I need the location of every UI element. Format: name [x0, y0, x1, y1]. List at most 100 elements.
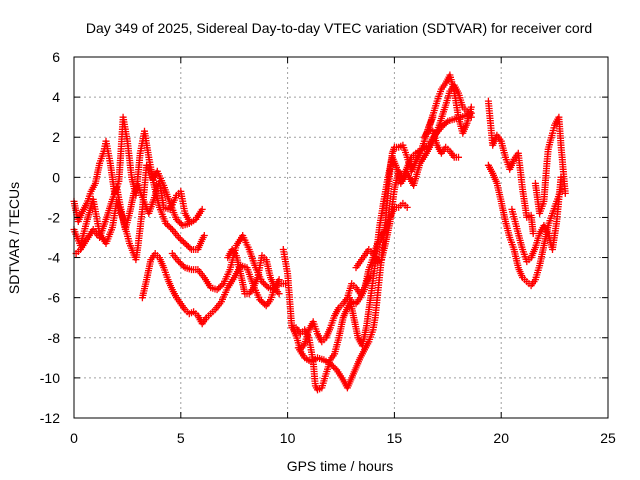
- data-point-run: [176, 259, 187, 270]
- y-tick-label: -12: [40, 410, 60, 426]
- data-point-run: [519, 188, 530, 219]
- data-point-run: [350, 316, 362, 339]
- data-point-run: [349, 366, 359, 380]
- x-tick-label: 25: [600, 430, 616, 446]
- data-point-run: [414, 147, 424, 156]
- data-point-run: [366, 256, 376, 271]
- data-point-run: [170, 228, 181, 239]
- data-point-run: [195, 238, 205, 251]
- data-point-run: [557, 144, 567, 171]
- data-point-run: [502, 220, 513, 239]
- data-point-run: [357, 348, 367, 360]
- data-point: [258, 278, 266, 286]
- data-point-run: [139, 278, 150, 299]
- data-point-run: [362, 248, 371, 257]
- data-point: [185, 218, 193, 225]
- data-point-run: [196, 268, 207, 280]
- data-point-run: [529, 278, 538, 288]
- data-point-run: [494, 133, 504, 143]
- series-track-p: [508, 173, 565, 266]
- data-point-run: [408, 159, 419, 173]
- data-point-run: [549, 220, 560, 251]
- data-point-run: [193, 207, 205, 221]
- x-tick-label: 0: [70, 430, 78, 446]
- data-point-run: [515, 152, 526, 191]
- data-point-run: [134, 208, 146, 247]
- data-point: [175, 234, 183, 241]
- x-tick-label: 10: [280, 430, 296, 446]
- data-point-run: [372, 226, 383, 265]
- data-point-run: [169, 288, 179, 300]
- data-points: [70, 71, 569, 394]
- data-point-run: [239, 262, 249, 271]
- data-point-run: [131, 183, 141, 195]
- data-point-run: [537, 224, 547, 235]
- grid-lines: [74, 57, 608, 418]
- data-point-run: [225, 248, 235, 259]
- data-point-run: [396, 169, 405, 179]
- data-point-run: [103, 226, 115, 245]
- data-point-run: [413, 151, 423, 163]
- data-point-run: [209, 284, 219, 293]
- data-point: [200, 232, 208, 239]
- data-point-run: [257, 297, 269, 308]
- y-tick-label: 2: [52, 129, 60, 145]
- data-point-run: [141, 130, 152, 159]
- data-point-run: [332, 306, 342, 318]
- data-point: [175, 258, 183, 266]
- data-point-run: [430, 100, 440, 117]
- y-tick-label: 6: [52, 49, 60, 65]
- data-point-run: [451, 90, 462, 119]
- data-point-run: [215, 281, 226, 292]
- axis-ticks: 0 5 10 15 20 25 -12 -10 -8 -6 -4 -2 0 2 4 6: [40, 49, 616, 446]
- data-point-run: [183, 241, 194, 252]
- data-point-run: [553, 176, 565, 223]
- data-point-run: [301, 328, 312, 345]
- data-point: [455, 153, 462, 161]
- data-point-run: [143, 258, 154, 281]
- data-point-run: [303, 355, 313, 364]
- data-point-run: [277, 280, 287, 288]
- data-point: [561, 189, 569, 197]
- data-point-run: [344, 376, 355, 390]
- data-point-run: [296, 346, 307, 360]
- series-track-f: [224, 246, 283, 298]
- data-point-run: [246, 248, 259, 269]
- data-point-run: [146, 194, 158, 215]
- y-tick-label: -2: [48, 209, 61, 225]
- data-point-run: [442, 89, 453, 107]
- data-point-run: [340, 306, 351, 320]
- data-point-run: [389, 155, 400, 169]
- data-point-run: [485, 100, 494, 125]
- data-point: [181, 240, 189, 247]
- data-point-run: [181, 220, 191, 229]
- x-axis-label: GPS time / hours: [287, 458, 394, 474]
- data-point-run: [549, 124, 558, 134]
- data-point: [198, 205, 206, 213]
- data-point-run: [272, 278, 282, 290]
- data-point-run: [436, 103, 449, 127]
- data-point-run: [310, 320, 321, 335]
- data-point-run: [340, 378, 350, 390]
- data-point: [403, 203, 411, 211]
- data-point-run: [195, 314, 205, 326]
- data-point: [467, 103, 475, 111]
- data-point-run: [532, 232, 543, 249]
- x-tick-label: 15: [387, 430, 403, 446]
- y-axis-label: SDTVAR / TECUs: [6, 182, 22, 294]
- data-point-run: [430, 130, 440, 147]
- data-point-run: [511, 151, 521, 161]
- data-point-run: [439, 145, 448, 155]
- data-point-run: [455, 91, 466, 109]
- data-point-run: [353, 286, 363, 296]
- data-point-run: [306, 320, 316, 332]
- series-track-n: [484, 97, 537, 237]
- data-point-run: [515, 266, 526, 280]
- series-track-q: [531, 113, 569, 217]
- series-track-d: [138, 250, 283, 328]
- data-point-run: [447, 149, 457, 159]
- data-point-run: [148, 252, 158, 262]
- data-point-run: [498, 140, 509, 159]
- data-point-run: [353, 356, 363, 370]
- data-point-run: [294, 326, 303, 336]
